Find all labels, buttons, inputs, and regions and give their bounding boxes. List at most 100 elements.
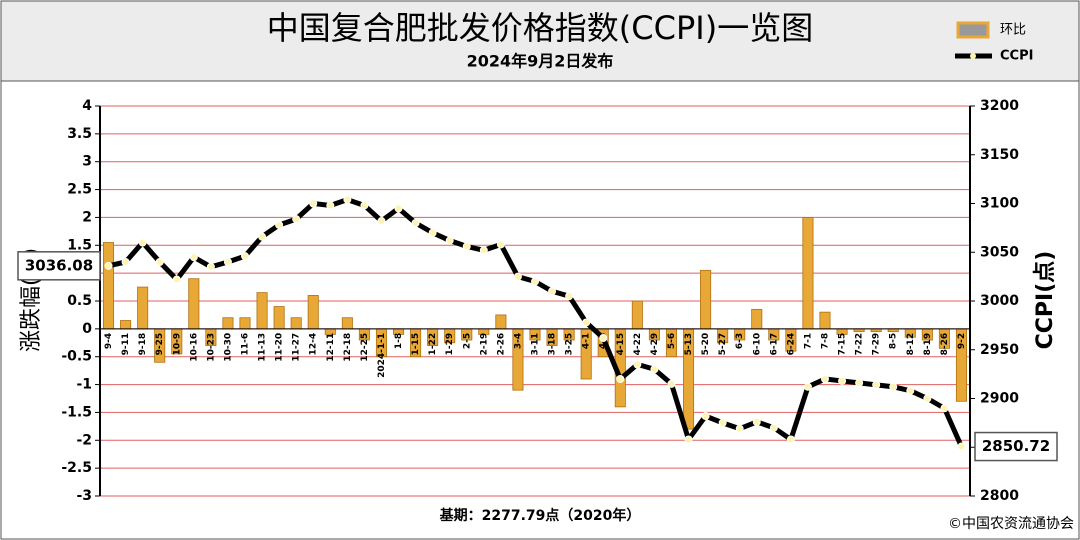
bar <box>120 320 132 330</box>
ccpi-point <box>803 382 812 391</box>
x-tick-label: 8-12 <box>906 333 916 356</box>
x-tick-label: 9-4 <box>104 333 114 349</box>
legend-label: 环比 <box>1000 23 1026 38</box>
ccpi-point <box>121 258 130 266</box>
x-tick-label: 4-15 <box>616 333 626 356</box>
x-tick-label: 3-11 <box>531 333 541 356</box>
y2-tick-label: 3050 <box>980 244 1019 260</box>
y-tick-label: 0.5 <box>67 293 92 309</box>
y2-tick-label: 2900 <box>980 391 1019 407</box>
x-tick-label: 5-20 <box>701 333 711 356</box>
chart-subtitle: 2024年9月2日发布 <box>467 52 614 71</box>
y-tick-label: -2.5 <box>61 460 92 476</box>
y2-axis-label: CCPI(点) <box>1032 251 1058 350</box>
ccpi-point <box>343 195 352 204</box>
ccpi-point <box>360 201 369 210</box>
value-label: 3036.08 <box>25 256 93 274</box>
ccpi-point <box>377 217 386 226</box>
value-label-box <box>974 431 1058 462</box>
ccpi-point <box>667 379 676 388</box>
ccpi-point <box>206 262 215 271</box>
chart-title: 中国复合肥批发价格指数(CCPI)一览图 <box>267 9 813 47</box>
x-tick-label: 2-26 <box>496 333 506 356</box>
ccpi-point <box>189 253 198 262</box>
y-tick-label: 2.5 <box>67 182 92 198</box>
ccpi-point <box>462 242 471 251</box>
y2-tick-label: 3000 <box>980 293 1019 309</box>
bar <box>290 317 302 330</box>
x-tick-label: 5-27 <box>718 333 728 356</box>
ccpi-point <box>411 219 420 227</box>
bar <box>222 317 234 330</box>
x-tick-label: 6-17 <box>769 333 779 356</box>
y-tick-label: 1.5 <box>67 237 92 253</box>
y-tick-label: 3.5 <box>67 126 92 142</box>
bar <box>341 317 353 330</box>
x-tick-label: 1-8 <box>394 333 404 349</box>
bar <box>819 311 831 330</box>
ccpi-point <box>309 199 318 208</box>
x-tick-label: 9-25 <box>155 333 165 356</box>
y2-tick-label: 3100 <box>980 196 1019 212</box>
x-tick-label: 11-13 <box>258 333 268 362</box>
bar <box>273 306 285 330</box>
ccpi-point <box>258 232 267 241</box>
ccpi-point <box>223 258 232 266</box>
ccpi-point <box>104 261 113 270</box>
ccpi-point <box>684 435 693 444</box>
x-tick-label: 10-16 <box>189 333 199 362</box>
y2-tick-label: 3200 <box>980 98 1019 114</box>
x-tick-label: 12-18 <box>343 333 353 362</box>
bar <box>631 300 643 330</box>
x-tick-label: 9-2 <box>957 333 967 349</box>
x-tick-label: 10-23 <box>206 333 216 362</box>
bar <box>802 217 814 330</box>
ccpi-point <box>889 382 898 391</box>
x-tick-label: 11-6 <box>241 333 251 356</box>
ccpi-point <box>582 318 591 327</box>
ccpi-point <box>616 375 625 383</box>
y-tick-label: -3 <box>76 488 92 504</box>
x-tick-label: 4-22 <box>633 333 643 356</box>
ccpi-point <box>872 380 881 389</box>
bar <box>103 242 115 330</box>
ccpi-point <box>241 252 249 261</box>
ccpi-point <box>923 394 932 403</box>
ccpi-point <box>838 376 847 385</box>
ccpi-point <box>565 292 574 301</box>
ccpi-point <box>599 334 608 343</box>
x-tick-label: 8-19 <box>923 333 933 356</box>
value-label-box <box>17 251 101 281</box>
ccpi-point <box>445 236 454 245</box>
x-tick-label: 8-5 <box>889 333 899 349</box>
x-tick-label: 8-26 <box>940 333 950 356</box>
ccpi-point <box>786 435 795 444</box>
x-tick-label: 1-15 <box>411 333 421 356</box>
bar <box>239 317 251 330</box>
x-tick-label: 2-19 <box>479 333 489 356</box>
ccpi-point <box>735 424 744 433</box>
ccpi-point <box>326 201 335 210</box>
bar <box>307 295 319 330</box>
ccpi-point <box>479 246 488 255</box>
ccpi-point <box>906 386 915 395</box>
y-tick-label: 3 <box>82 154 92 170</box>
x-tick-label: 3-18 <box>548 333 558 356</box>
legend-swatch <box>956 21 990 39</box>
x-tick-label: 12-11 <box>326 333 336 362</box>
bar <box>137 286 149 330</box>
ccpi-point <box>940 404 949 413</box>
x-tick-label: 9-18 <box>138 333 148 356</box>
y-tick-label: -0.5 <box>61 349 92 365</box>
footnote: 基期：2277.79点（2020年） <box>440 507 641 524</box>
ccpi-point <box>957 442 966 451</box>
y-tick-label: 2 <box>82 209 92 225</box>
ccpi-point <box>428 228 437 237</box>
x-tick-label: 12-4 <box>309 333 319 356</box>
y-tick-label: -2 <box>76 432 92 448</box>
x-tick-label: 2-5 <box>462 333 472 349</box>
ccpi-point <box>821 375 829 383</box>
y-tick-label: 4 <box>82 98 92 114</box>
ccpi-point <box>513 272 522 281</box>
x-tick-label: 5-6 <box>667 333 677 349</box>
